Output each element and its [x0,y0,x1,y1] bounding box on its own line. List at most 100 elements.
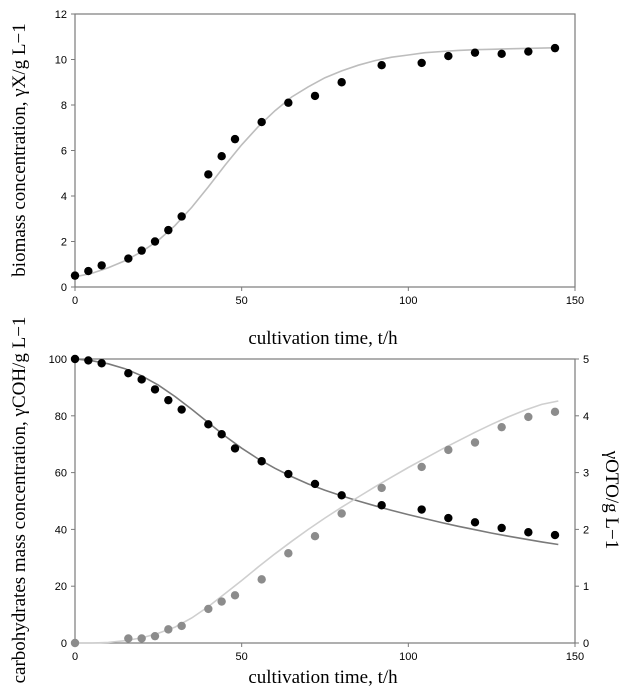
carbohydrates-x-tick-label: 150 [566,651,584,663]
biomass-y-tick-label: 10 [55,55,67,67]
biomass-data-point [70,271,80,280]
carbohydrates-data-point [417,505,426,514]
oto-y-tick-label: 0 [583,638,589,650]
carbohydrates-x-axis-label: cultivation time, t/h [248,667,398,688]
biomass-y-ticks: 0 2 4 6 8 10 12 [55,9,75,294]
oto-data-point [137,634,146,643]
oto-points [70,407,560,648]
carbohydrates-data-point [230,444,240,453]
oto-data-point [177,621,186,631]
oto-y-tick-label: 1 [583,581,589,593]
carbohydrates-data-point [150,385,160,394]
carbohydrates-data-point [550,530,560,540]
carbohydrates-y-tick-label: 0 [61,638,67,650]
carbohydrates-fit-curve [74,358,559,546]
biomass-data-point [137,246,146,255]
biomass-data-point [417,58,426,68]
biomass-y-tick-label: 12 [55,9,67,21]
biomass-y-tick-label: 4 [61,191,67,203]
biomass-x-tick-label: 50 [236,295,248,307]
oto-y-tick-label: 2 [583,524,589,536]
oto-data-point [217,597,226,606]
carbohydrates-chart: 0 50 100 150 0 20 40 60 80 100 0 1 2 3 4 5 cultivatio… [9,317,622,688]
carbohydrates-data-point [497,523,506,533]
oto-data-point [444,445,453,455]
biomass-y-tick-label: 6 [61,146,67,158]
biomass-data-point [164,225,173,235]
oto-data-point [230,591,240,600]
biomass-x-tick-label: 0 [72,295,78,307]
carbohydrates-x-ticks: 0 50 100 150 [72,643,584,663]
oto-fit-curve [75,400,559,644]
biomass-data-point [217,151,226,161]
biomass-data-point [124,254,133,263]
biomass-y-axis-label: biomass concentration, γX/g L−1 [9,23,30,276]
carbohydrates-plot-frame [74,358,576,644]
oto-data-point [284,549,293,558]
biomass-data-point [84,266,93,276]
oto-y-axis-label: γOTO/g L−1 [601,450,622,549]
biomass-y-tick-label: 2 [61,237,67,249]
carbohydrates-data-point [204,420,213,429]
carbohydrates-x-tick-label: 100 [399,651,417,663]
biomass-data-point [524,47,533,56]
carbohydrates-data-point [124,369,133,378]
carbohydrates-data-point [284,469,293,479]
oto-data-point [164,625,173,634]
biomass-data-point [470,48,480,57]
carbohydrates-y-ticks: 0 20 40 60 80 100 [49,354,75,650]
oto-data-point [337,509,346,518]
biomass-data-point [550,43,560,53]
carbohydrates-data-point [444,513,453,523]
carbohydrates-y-tick-label: 20 [55,581,67,593]
carbohydrates-y-axis-label: carbohydrates mass concentration, γCOH/g… [9,317,30,684]
carbohydrates-data-point [377,501,386,510]
carbohydrates-data-point [470,518,480,527]
carbohydrates-data-point [257,457,266,466]
carbohydrates-data-point [70,354,80,364]
oto-data-point [377,483,386,493]
oto-data-point [497,422,506,432]
oto-y-tick-label: 3 [583,468,589,480]
oto-data-point [550,407,560,417]
carbohydrates-data-point [164,395,173,405]
biomass-data-point [204,170,213,179]
biomass-data-point [377,60,386,70]
carbohydrates-x-tick-label: 50 [236,651,248,663]
carbohydrates-y-tick-label: 80 [55,411,67,423]
oto-y-tick-label: 4 [583,411,589,423]
biomass-chart: 0 50 100 150 0 2 4 6 8 10 12 cultivation time, t/… [9,9,584,349]
biomass-data-point [310,91,320,101]
carbohydrates-data-point [137,375,146,384]
oto-y-ticks: 0 1 2 3 4 5 [575,354,589,650]
carbohydrates-y-tick-label: 100 [49,354,67,366]
carbohydrates-data-point [84,356,93,365]
biomass-x-ticks: 0 50 100 150 [72,287,584,307]
biomass-data-point [497,49,506,59]
biomass-data-point [97,261,106,270]
carbohydrates-data-point [310,479,320,489]
oto-data-point [70,638,80,648]
carbohydrates-data-point [217,430,226,439]
biomass-points [70,43,560,280]
oto-data-point [470,438,480,447]
biomass-data-point [444,51,453,61]
biomass-data-point [284,98,293,107]
oto-data-point [124,634,133,643]
carbohydrates-data-point [177,405,186,414]
carbohydrates-y-tick-label: 40 [55,524,67,536]
biomass-fit-curve [74,46,559,278]
carbohydrates-y-tick-label: 60 [55,468,67,480]
biomass-x-tick-label: 100 [399,295,417,307]
oto-data-point [524,412,533,422]
carbohydrates-data-point [337,491,346,500]
biomass-data-point [337,78,346,87]
oto-data-point [417,462,426,472]
biomass-y-tick-label: 0 [61,282,67,294]
biomass-x-axis-label: cultivation time, t/h [248,328,398,349]
biomass-data-point [150,237,160,246]
oto-data-point [204,604,213,614]
biomass-data-point [177,212,186,221]
biomass-data-point [257,117,266,127]
